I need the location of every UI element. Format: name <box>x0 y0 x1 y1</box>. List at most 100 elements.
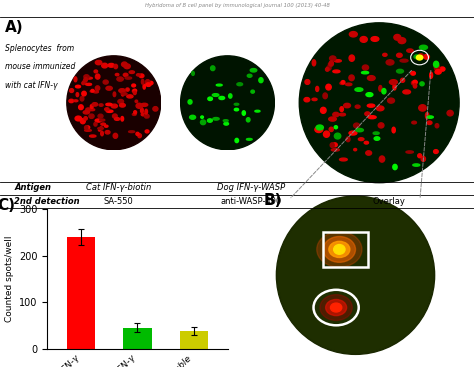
Ellipse shape <box>181 56 274 150</box>
Ellipse shape <box>191 71 194 75</box>
Ellipse shape <box>413 164 420 166</box>
Ellipse shape <box>212 94 219 97</box>
Ellipse shape <box>134 111 137 114</box>
Ellipse shape <box>326 299 346 316</box>
Ellipse shape <box>368 116 376 119</box>
Ellipse shape <box>146 115 149 118</box>
Ellipse shape <box>340 82 345 84</box>
Ellipse shape <box>216 84 222 86</box>
Text: Splenocytes  from: Splenocytes from <box>5 44 74 53</box>
Ellipse shape <box>121 116 124 121</box>
Ellipse shape <box>86 83 91 86</box>
Ellipse shape <box>390 80 397 84</box>
Ellipse shape <box>312 98 317 101</box>
Text: B): B) <box>264 193 282 208</box>
Ellipse shape <box>364 141 368 144</box>
Ellipse shape <box>320 295 352 320</box>
Ellipse shape <box>434 61 439 68</box>
Ellipse shape <box>329 127 333 131</box>
Text: Dog IFN-γ-WASP: Dog IFN-γ-WASP <box>217 184 285 193</box>
Ellipse shape <box>106 110 113 112</box>
Ellipse shape <box>242 111 246 115</box>
Ellipse shape <box>121 62 127 67</box>
Ellipse shape <box>246 138 252 140</box>
Ellipse shape <box>104 125 108 127</box>
Ellipse shape <box>421 156 426 161</box>
Ellipse shape <box>419 45 428 50</box>
Ellipse shape <box>82 82 85 85</box>
Ellipse shape <box>145 114 148 118</box>
Ellipse shape <box>69 99 73 103</box>
Ellipse shape <box>105 131 110 134</box>
Ellipse shape <box>329 61 333 66</box>
Ellipse shape <box>80 119 85 124</box>
Ellipse shape <box>374 137 380 140</box>
Ellipse shape <box>278 198 433 353</box>
Ellipse shape <box>394 34 401 40</box>
Ellipse shape <box>259 78 263 83</box>
Ellipse shape <box>90 91 94 92</box>
Ellipse shape <box>339 113 346 116</box>
Ellipse shape <box>427 121 432 124</box>
Ellipse shape <box>379 156 385 162</box>
Ellipse shape <box>74 100 78 102</box>
Ellipse shape <box>340 107 344 112</box>
Ellipse shape <box>137 74 140 76</box>
Ellipse shape <box>356 128 364 132</box>
Ellipse shape <box>145 109 147 114</box>
Ellipse shape <box>424 55 429 59</box>
Ellipse shape <box>224 123 228 125</box>
Ellipse shape <box>84 117 87 120</box>
Ellipse shape <box>349 131 357 135</box>
Text: 2nd detection: 2nd detection <box>14 197 80 206</box>
Ellipse shape <box>201 116 203 118</box>
Text: mouse immunized: mouse immunized <box>5 62 75 72</box>
Ellipse shape <box>346 83 352 86</box>
Ellipse shape <box>133 91 136 95</box>
Ellipse shape <box>411 81 415 85</box>
Ellipse shape <box>341 81 345 84</box>
Text: A): A) <box>5 20 23 35</box>
Ellipse shape <box>418 154 421 158</box>
Ellipse shape <box>74 77 77 82</box>
Ellipse shape <box>75 85 81 88</box>
Ellipse shape <box>397 69 403 73</box>
Ellipse shape <box>103 80 108 84</box>
Ellipse shape <box>121 92 127 95</box>
Ellipse shape <box>129 71 135 73</box>
Ellipse shape <box>398 38 406 44</box>
Ellipse shape <box>86 108 91 112</box>
Ellipse shape <box>83 79 86 81</box>
Ellipse shape <box>328 117 336 121</box>
Ellipse shape <box>344 103 350 108</box>
Ellipse shape <box>326 84 331 90</box>
Ellipse shape <box>379 86 382 91</box>
Text: Cat IFN-γ-biotin: Cat IFN-γ-biotin <box>86 184 151 193</box>
Ellipse shape <box>349 32 357 37</box>
Text: Overlay: Overlay <box>372 197 405 206</box>
Ellipse shape <box>98 127 103 130</box>
Ellipse shape <box>94 70 98 73</box>
Ellipse shape <box>246 118 250 122</box>
Ellipse shape <box>427 116 433 118</box>
Ellipse shape <box>132 113 136 116</box>
Ellipse shape <box>366 92 373 97</box>
Ellipse shape <box>91 105 93 108</box>
Ellipse shape <box>128 131 135 132</box>
Ellipse shape <box>354 149 356 151</box>
Ellipse shape <box>146 80 150 84</box>
Ellipse shape <box>70 89 73 92</box>
Ellipse shape <box>99 130 101 131</box>
Ellipse shape <box>223 120 228 121</box>
Ellipse shape <box>123 73 128 76</box>
Ellipse shape <box>117 77 123 81</box>
Ellipse shape <box>132 90 135 92</box>
Ellipse shape <box>115 73 119 76</box>
Ellipse shape <box>401 78 405 82</box>
Ellipse shape <box>367 104 375 107</box>
Bar <box>180 331 208 349</box>
Ellipse shape <box>334 133 341 139</box>
Ellipse shape <box>234 108 238 111</box>
Ellipse shape <box>95 86 100 90</box>
Y-axis label: Counted spots/well: Counted spots/well <box>5 236 14 322</box>
